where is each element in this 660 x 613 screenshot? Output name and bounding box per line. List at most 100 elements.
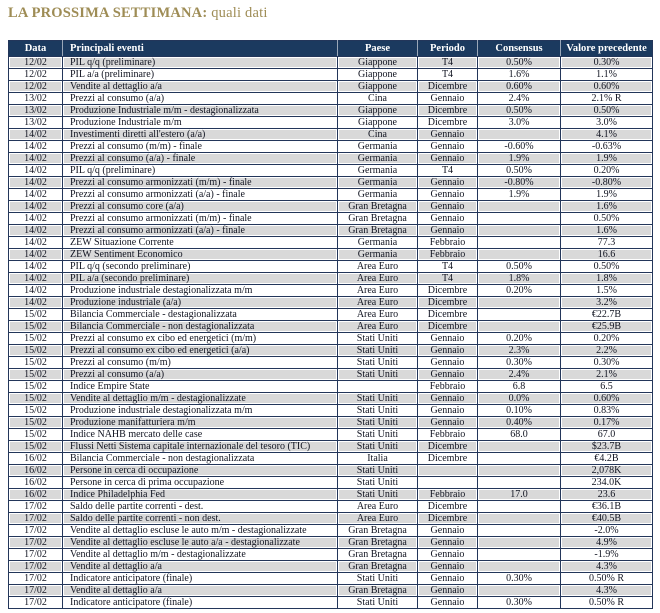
period-cell: Gennaio — [417, 524, 478, 537]
event-cell: Vendite al dettaglio escluse le auto a/a… — [62, 536, 338, 549]
period-cell: Gennaio — [417, 152, 478, 165]
consensus-cell: 2.3% — [477, 344, 561, 357]
table-row: 17/02 Vendite al dettaglio m/m - destagio… — [8, 548, 653, 561]
previous-value-cell: 0.50% — [560, 212, 653, 225]
table-row: 15/02 Bilancia Commerciale - destagionali… — [8, 308, 653, 321]
period-cell: Febbraio — [417, 380, 478, 393]
period-cell: Febbraio — [417, 488, 478, 501]
table-row: 15/02 Prezzi al consumo (a/a) Stati Uniti G… — [8, 368, 653, 381]
table-row: 14/02 PIL q/q (secondo preliminare) Area E… — [8, 260, 653, 273]
country-cell: Stati Uniti — [337, 596, 418, 609]
country-cell: Stati Uniti — [337, 392, 418, 405]
consensus-cell: 0.0% — [477, 392, 561, 405]
country-cell: Cina — [337, 92, 418, 105]
event-cell: Vendite al dettaglio a/a — [62, 560, 338, 573]
previous-value-cell: 4.9% — [560, 536, 653, 549]
event-cell: Prezzi al consumo (a/a) — [62, 92, 338, 105]
event-cell: Produzione manifatturiera m/m — [62, 416, 338, 429]
previous-value-cell: -1.9% — [560, 548, 653, 561]
consensus-cell — [477, 212, 561, 225]
date-cell: 15/02 — [8, 332, 63, 345]
consensus-cell: 1.8% — [477, 272, 561, 285]
event-cell: Prezzi al consumo armonizzati (m/m) - fi… — [62, 176, 338, 189]
period-cell: T4 — [417, 260, 478, 273]
consensus-cell — [477, 560, 561, 573]
period-cell: Febbraio — [417, 428, 478, 441]
consensus-cell — [477, 452, 561, 465]
previous-value-cell: 0.83% — [560, 404, 653, 417]
table-row: 12/02 PIL a/a (preliminare) Giappone T4 1.6%… — [8, 68, 653, 81]
period-cell: Dicembre — [417, 320, 478, 333]
date-cell: 17/02 — [8, 596, 63, 609]
table-row: 13/02 Produzione Industriale m/m Giappone D… — [8, 116, 653, 129]
event-cell: Saldo delle partite correnti - dest. — [62, 500, 338, 513]
period-cell: Gennaio — [417, 92, 478, 105]
table-row: 13/02 Prezzi al consumo (a/a) Cina Gennaio 2… — [8, 92, 653, 105]
event-cell: Prezzi al consumo ex cibo ed energetici … — [62, 344, 338, 357]
period-cell: Febbraio — [417, 236, 478, 249]
table-row: 17/02 Indicatore anticipatore (finale) Sta… — [8, 596, 653, 609]
date-cell: 17/02 — [8, 560, 63, 573]
consensus-cell: 0.50% — [477, 164, 561, 177]
event-cell: Prezzi al consumo core (a/a) — [62, 200, 338, 213]
previous-value-cell: 0.50% R — [560, 596, 653, 609]
country-cell: Gran Bretagna — [337, 524, 418, 537]
period-cell: Gennaio — [417, 212, 478, 225]
consensus-cell — [477, 584, 561, 597]
previous-value-cell: 2,078K — [560, 464, 653, 477]
period-cell: Gennaio — [417, 572, 478, 585]
consensus-cell — [477, 524, 561, 537]
table-row: 17/02 Vendite al dettaglio a/a Gran Bretag… — [8, 560, 653, 573]
country-cell: Gran Bretagna — [337, 560, 418, 573]
table-row: 16/02 Persone in cerca di prima occupazio… — [8, 476, 653, 489]
table-row: 16/02 Persone in cerca di occupazione Stat… — [8, 464, 653, 477]
country-cell — [337, 380, 418, 393]
date-cell: 14/02 — [8, 200, 63, 213]
country-cell: Area Euro — [337, 512, 418, 525]
table-row: 14/02 Investimenti diretti all'estero (a/… — [8, 128, 653, 141]
period-cell — [417, 464, 478, 477]
previous-value-cell: -0.80% — [560, 176, 653, 189]
event-cell: Bilancia Commerciale - non destagionaliz… — [62, 452, 338, 465]
date-cell: 15/02 — [8, 344, 63, 357]
table-row: 14/02 Prezzi al consumo (a/a) - finale Ger… — [8, 152, 653, 165]
previous-value-cell: 1.9% — [560, 152, 653, 165]
country-cell: Gran Bretagna — [337, 200, 418, 213]
country-cell: Stati Uniti — [337, 464, 418, 477]
consensus-cell — [477, 440, 561, 453]
table-row: 16/02 Indice Philadelphia Fed Stati Uniti F… — [8, 488, 653, 501]
date-cell: 17/02 — [8, 512, 63, 525]
date-cell: 14/02 — [8, 236, 63, 249]
event-cell: Prezzi al consumo armonizzati (a/a) - fi… — [62, 224, 338, 237]
table-row: 17/02 Vendite al dettaglio escluse le aut… — [8, 524, 653, 537]
table-header-row: Data Principali eventi Paese Periodo Con… — [8, 40, 653, 57]
date-cell: 16/02 — [8, 488, 63, 501]
consensus-cell: 0.30% — [477, 596, 561, 609]
date-cell: 14/02 — [8, 164, 63, 177]
table-row: 14/02 PIL a/a (secondo preliminare) Area E… — [8, 272, 653, 285]
date-cell: 17/02 — [8, 548, 63, 561]
previous-value-cell: 16.6 — [560, 248, 653, 261]
consensus-cell: 0.20% — [477, 332, 561, 345]
previous-value-cell: 0.50% R — [560, 572, 653, 585]
event-cell: Prezzi al consumo (m/m) — [62, 356, 338, 369]
period-cell: Gennaio — [417, 344, 478, 357]
country-cell: Stati Uniti — [337, 428, 418, 441]
country-cell: Germania — [337, 236, 418, 249]
table-row: 17/02 Saldo delle partite correnti - non … — [8, 512, 653, 525]
period-cell: Dicembre — [417, 116, 478, 129]
date-cell: 14/02 — [8, 296, 63, 309]
consensus-cell: -0.80% — [477, 176, 561, 189]
date-cell: 14/02 — [8, 248, 63, 261]
table-body: 12/02 PIL q/q (preliminare) Giappone T4 0.50… — [8, 56, 653, 609]
period-cell: Gennaio — [417, 596, 478, 609]
previous-value-cell: 0.20% — [560, 164, 653, 177]
event-cell: Saldo delle partite correnti - non dest. — [62, 512, 338, 525]
previous-value-cell: €40.5B — [560, 512, 653, 525]
consensus-cell: 68.0 — [477, 428, 561, 441]
table-row: 14/02 Produzione industriale destagionali… — [8, 284, 653, 297]
period-cell: Gennaio — [417, 392, 478, 405]
economic-calendar-table: Data Principali eventi Paese Periodo Con… — [8, 40, 653, 609]
col-header-consensus: Consensus — [477, 40, 561, 57]
table-row: 15/02 Produzione manifatturiera m/m Stati … — [8, 416, 653, 429]
